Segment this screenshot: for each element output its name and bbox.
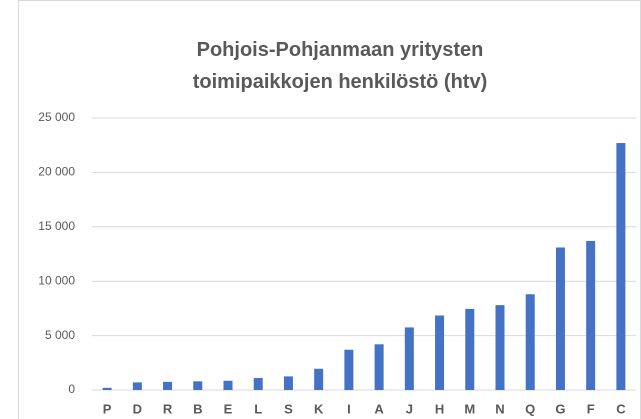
bar [193, 381, 203, 390]
x-tick-label: S [284, 401, 293, 416]
y-tick-label: 0 [68, 382, 75, 396]
x-tick-label: K [314, 401, 324, 416]
x-tick-label: I [347, 401, 351, 416]
x-tick-label: E [224, 401, 233, 416]
x-tick-label: C [616, 401, 626, 416]
bar [495, 305, 505, 390]
x-tick-label: M [464, 401, 475, 416]
y-tick-label: 15 000 [38, 219, 75, 233]
y-tick-label: 20 000 [38, 165, 75, 179]
x-tick-label: R [163, 401, 173, 416]
x-tick-label: P [103, 401, 112, 416]
y-tick-label: 5 000 [45, 328, 75, 342]
x-tick-label: N [495, 401, 504, 416]
bar [404, 327, 414, 390]
bar [555, 247, 565, 390]
x-tick-label: F [587, 401, 595, 416]
x-tick-label: J [406, 401, 413, 416]
y-tick-label: 25 000 [38, 110, 75, 124]
bar [283, 376, 293, 390]
x-tick-label: L [254, 401, 262, 416]
bar [586, 240, 596, 390]
bar [465, 308, 475, 390]
x-tick-label: Q [525, 401, 535, 416]
x-tick-label: A [374, 401, 384, 416]
bar [163, 381, 173, 390]
bar [102, 387, 112, 390]
bar [435, 315, 445, 390]
bar [374, 344, 384, 390]
x-tick-label: G [555, 401, 565, 416]
x-tick-label: D [133, 401, 142, 416]
chart-title: Pohjois-Pohjanmaan yritysten toimipaikko… [192, 39, 488, 93]
x-tick-label: B [193, 401, 202, 416]
bar [253, 378, 263, 390]
bar [132, 382, 142, 390]
y-tick-label: 10 000 [38, 273, 75, 287]
x-tick-label: H [435, 401, 444, 416]
bar [616, 143, 626, 390]
bar [525, 294, 535, 390]
bar [344, 349, 354, 390]
bar [314, 368, 324, 390]
bar [223, 380, 233, 390]
